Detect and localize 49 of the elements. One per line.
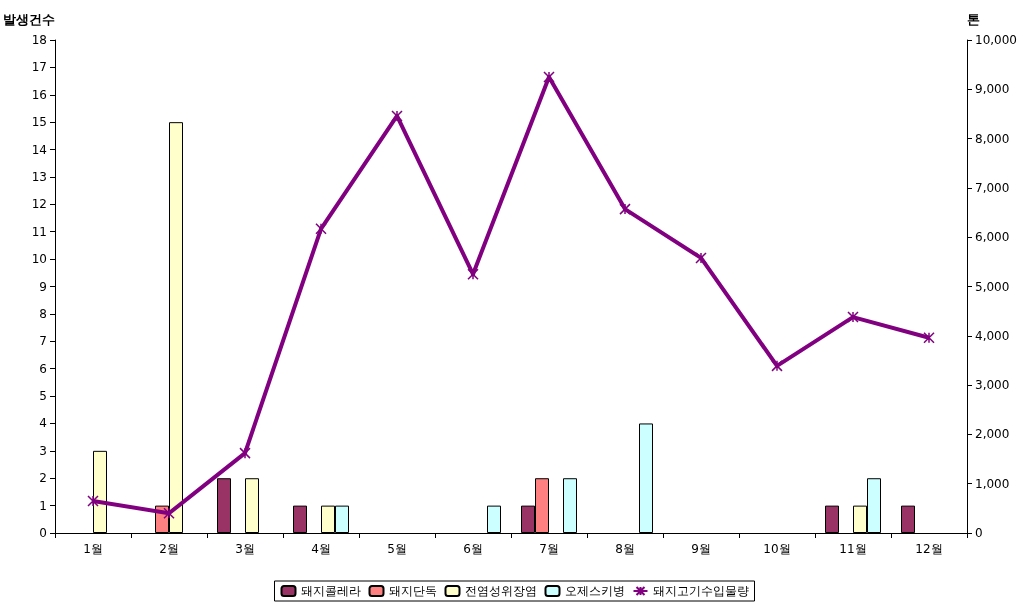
y-tick-label: 4 (39, 416, 47, 431)
y2-tick-label: 0 (975, 526, 983, 540)
y-tick-label: 10 (31, 252, 47, 267)
y-tick-label: 16 (31, 87, 47, 102)
y-tick-label: 6 (39, 361, 47, 376)
x-tick-label: 3월 (235, 542, 255, 556)
y2-tick-label: 7,000 (975, 180, 1010, 195)
legend-label: 돼지고기수입물량 (652, 584, 749, 598)
x-tick-label: 12월 (915, 542, 943, 556)
y-tick-label: 17 (31, 60, 47, 75)
x-tick-label: 7월 (539, 542, 559, 556)
x-tick-label: 6월 (463, 542, 483, 556)
x-tick-label: 10월 (763, 542, 791, 556)
x-tick-label: 8월 (615, 542, 635, 556)
y-tick-label: 12 (31, 197, 47, 212)
x-tick-label: 11월 (839, 542, 867, 556)
x-tick-label: 4월 (311, 542, 331, 556)
y2-tick-label: 6,000 (975, 230, 1010, 245)
x-tick-label: 2월 (159, 542, 179, 556)
x-tick-label: 1월 (83, 542, 103, 556)
legend-label: 돼지단독 (388, 584, 437, 598)
y2-tick-label: 9,000 (975, 82, 1010, 97)
y-tick-label: 15 (31, 115, 47, 130)
y-tick-label: 8 (39, 306, 47, 321)
y-tick-label: 18 (31, 33, 47, 47)
y-tick-label: 13 (31, 169, 47, 184)
y-axis-title: 발생건수 (3, 12, 55, 27)
y-tick-label: 9 (39, 279, 47, 294)
y2-tick-label: 2,000 (975, 427, 1010, 442)
x-tick-label: 5월 (387, 542, 407, 556)
y2-tick-label: 8,000 (975, 131, 1010, 146)
y2-tick-label: 3,000 (975, 378, 1010, 393)
y2-tick-label: 1,000 (975, 476, 1010, 491)
y-tick-label: 11 (31, 224, 47, 239)
y-tick-label: 2 (39, 471, 47, 486)
y-tick-label: 14 (31, 142, 47, 157)
y2-tick-label: 4,000 (975, 328, 1010, 343)
legend-label: 돼지콜레라 (300, 584, 361, 598)
y-tick-label: 0 (39, 526, 47, 540)
legend-label: 오제스키병 (564, 584, 625, 598)
x-tick-label: 9월 (691, 542, 711, 556)
y2-tick-label: 5,000 (975, 279, 1010, 294)
y2-tick-label: 10,000 (975, 33, 1017, 47)
y-tick-label: 7 (39, 334, 47, 349)
legend-label: 전염성위장염 (464, 584, 537, 598)
y-tick-label: 3 (39, 443, 47, 458)
y-tick-label: 1 (39, 498, 47, 513)
y-tick-label: 5 (39, 389, 47, 404)
y2-axis-title: 톤 (967, 12, 980, 27)
